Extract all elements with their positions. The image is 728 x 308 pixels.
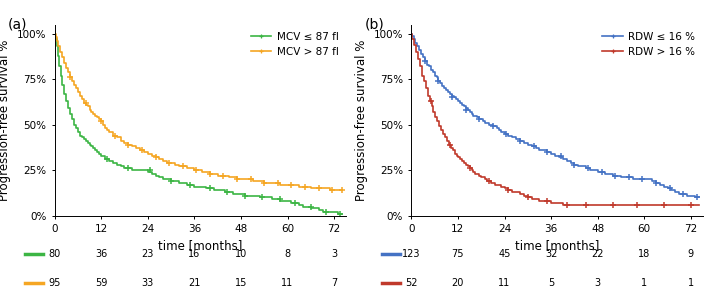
Text: 80: 80 xyxy=(49,249,60,259)
Text: 10: 10 xyxy=(235,249,247,259)
Text: 22: 22 xyxy=(591,249,604,259)
Text: 23: 23 xyxy=(142,249,154,259)
Text: 1: 1 xyxy=(688,278,694,288)
Text: 21: 21 xyxy=(189,278,200,288)
Text: (b): (b) xyxy=(365,17,384,31)
Text: 52: 52 xyxy=(405,278,418,288)
Text: 8: 8 xyxy=(285,249,290,259)
Text: 3: 3 xyxy=(595,278,601,288)
Text: 9: 9 xyxy=(688,249,694,259)
Text: 33: 33 xyxy=(142,278,154,288)
Text: 59: 59 xyxy=(95,278,107,288)
Text: 95: 95 xyxy=(49,278,60,288)
Text: 18: 18 xyxy=(638,249,650,259)
Text: 3: 3 xyxy=(331,249,337,259)
Text: 7: 7 xyxy=(331,278,337,288)
Text: 123: 123 xyxy=(402,249,421,259)
Legend: MCV ≤ 87 fl, MCV > 87 fl: MCV ≤ 87 fl, MCV > 87 fl xyxy=(248,30,341,59)
Legend: RDW ≤ 16 %, RDW > 16 %: RDW ≤ 16 %, RDW > 16 % xyxy=(600,30,697,59)
Text: 32: 32 xyxy=(545,249,557,259)
Text: 11: 11 xyxy=(499,278,510,288)
Y-axis label: Progression-free survival %: Progression-free survival % xyxy=(355,39,368,201)
Text: 15: 15 xyxy=(235,278,247,288)
Y-axis label: Progression-free survival %: Progression-free survival % xyxy=(0,39,11,201)
Text: 5: 5 xyxy=(548,278,554,288)
Text: 75: 75 xyxy=(451,249,464,259)
X-axis label: time [months]: time [months] xyxy=(158,240,242,253)
Text: 36: 36 xyxy=(95,249,107,259)
Text: 20: 20 xyxy=(452,278,464,288)
Text: (a): (a) xyxy=(8,17,28,31)
Text: 11: 11 xyxy=(282,278,293,288)
Text: 16: 16 xyxy=(189,249,200,259)
Text: 45: 45 xyxy=(499,249,510,259)
Text: 1: 1 xyxy=(641,278,647,288)
X-axis label: time [months]: time [months] xyxy=(515,240,599,253)
